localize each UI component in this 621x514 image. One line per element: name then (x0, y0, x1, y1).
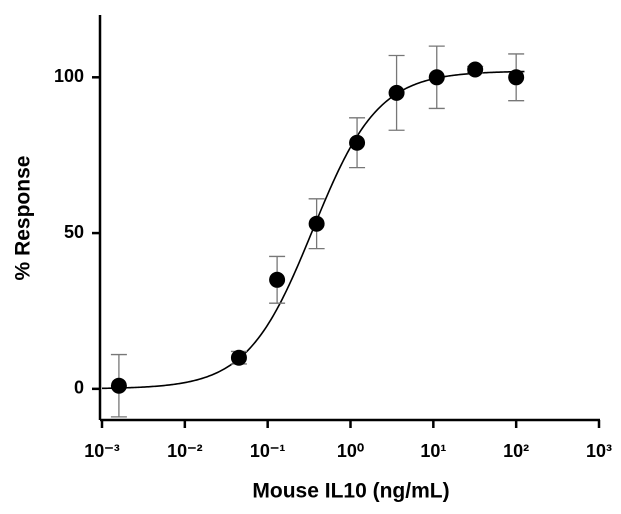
data-point (308, 215, 325, 232)
data-point (388, 84, 405, 101)
x-tick-label: 10⁻¹ (250, 441, 286, 461)
data-point (467, 61, 484, 78)
y-tick-label: 0 (74, 378, 84, 398)
data-point (230, 349, 247, 366)
x-tick-label: 10² (503, 441, 529, 461)
x-axis-label: Mouse IL10 (ng/mL) (252, 480, 449, 503)
data-point (349, 134, 366, 151)
x-tick-label: 10⁻³ (84, 441, 120, 461)
data-point (110, 377, 127, 394)
y-tick-label: 50 (64, 222, 84, 242)
y-tick-label: 100 (54, 66, 84, 86)
data-point (428, 69, 445, 86)
x-tick-label: 10¹ (420, 441, 446, 461)
x-tick-label: 10³ (586, 441, 612, 461)
x-tick-label: 10⁻² (167, 441, 203, 461)
x-tick-label: 10⁰ (337, 441, 364, 461)
data-point (269, 271, 286, 288)
data-point (508, 69, 525, 86)
y-axis-label: % Response (12, 156, 35, 281)
